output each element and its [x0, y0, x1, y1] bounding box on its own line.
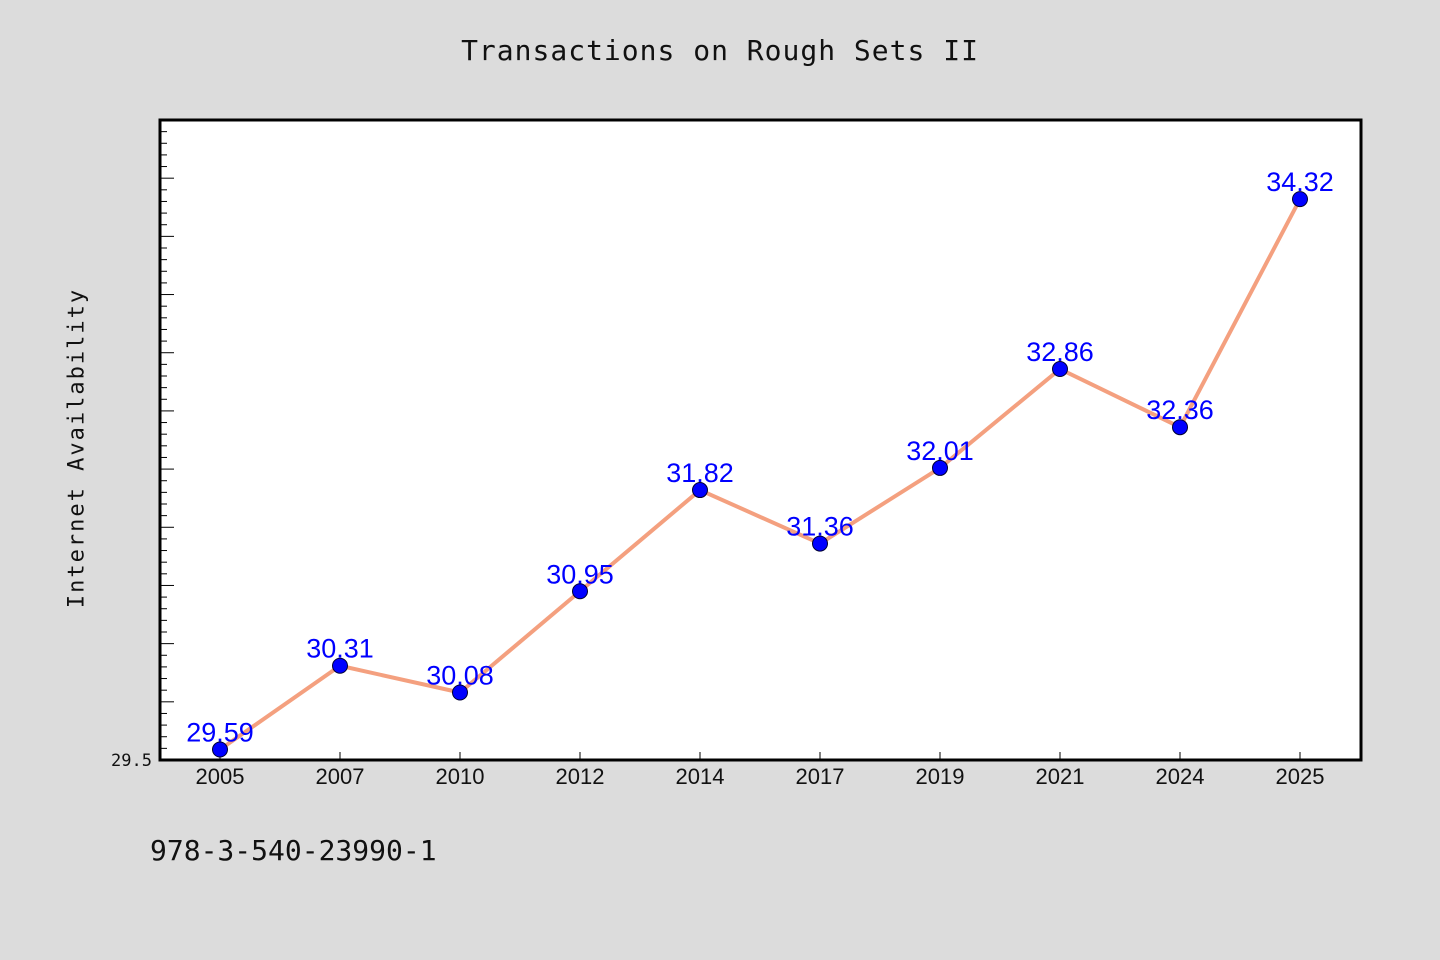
data-point: [932, 459, 948, 476]
y-tick-label: 29.5: [111, 751, 152, 771]
x-tick-label: 2012: [556, 764, 605, 789]
data-label: 30.08: [426, 661, 494, 691]
data-point: [692, 482, 708, 499]
x-tick-label: 2010: [436, 764, 485, 789]
data-label: 32.86: [1026, 337, 1094, 367]
data-label: 30.95: [546, 559, 614, 589]
data-point: [452, 684, 468, 701]
data-label: 32.01: [906, 436, 974, 466]
data-point: [332, 657, 348, 674]
x-tick-label: 2025: [1276, 764, 1325, 789]
data-point: [212, 741, 228, 758]
data-label: 30.31: [306, 634, 374, 664]
data-point: [1292, 191, 1308, 208]
data-label: 31.36: [786, 512, 854, 542]
x-tick-label: 2017: [796, 764, 845, 789]
data-point: [1172, 419, 1188, 436]
data-label: 31.82: [666, 458, 734, 488]
data-point: [572, 583, 588, 600]
data-label: 34.32: [1266, 167, 1334, 197]
isbn-label: 978-3-540-23990-1: [150, 834, 437, 867]
data-point: [1052, 361, 1068, 378]
data-label: 32.36: [1146, 395, 1214, 425]
x-tick-label: 2024: [1156, 764, 1205, 789]
plot-area: [158, 118, 1363, 762]
x-tick-label: 2021: [1036, 764, 1085, 789]
data-label: 29.59: [186, 718, 254, 748]
x-tick-label: 2007: [316, 764, 365, 789]
x-tick-label: 2014: [676, 764, 725, 789]
chart-title: Transactions on Rough Sets II: [461, 34, 979, 67]
data-point: [812, 535, 828, 552]
x-tick-label: 2005: [196, 764, 245, 789]
series-line: [218, 198, 1302, 752]
x-tick-label: 2019: [916, 764, 965, 789]
